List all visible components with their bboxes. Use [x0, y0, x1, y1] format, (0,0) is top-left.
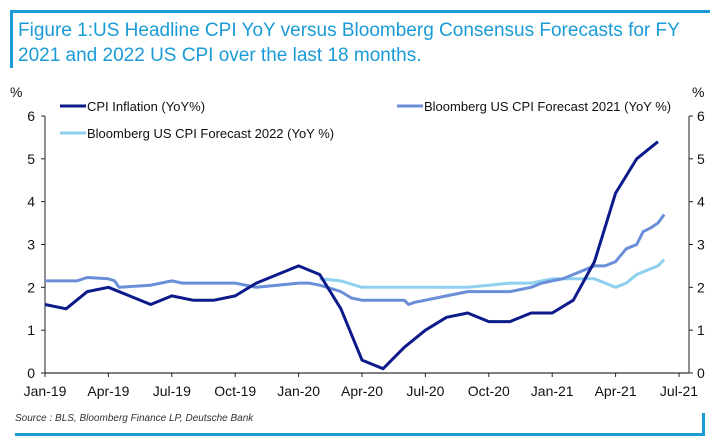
x-tick-label: Apr-21: [595, 383, 637, 399]
title-top-rule: [10, 10, 710, 13]
y-tick-label-right: 3: [697, 237, 705, 253]
x-tick-label: Apr-19: [87, 383, 129, 399]
title-left-rule: [10, 10, 13, 68]
x-tick-label: Oct-20: [468, 383, 510, 399]
legend-forecast-2022-label: Bloomberg US CPI Forecast 2022 (YoY %): [87, 126, 334, 141]
y-tick-label-left: 2: [27, 279, 35, 295]
y-tick-label-left: 0: [27, 365, 35, 381]
x-tick-label: Oct-19: [214, 383, 256, 399]
x-tick-label: Jan-19: [24, 383, 67, 399]
y-tick-label-right: 0: [697, 365, 705, 381]
y-tick-label-left: 5: [27, 151, 35, 167]
y-tick-label-right: 1: [697, 322, 705, 338]
y-axis-label-left: %: [10, 84, 22, 100]
legend-cpi-label: CPI Inflation (YoY%): [87, 99, 205, 114]
series-line-forecast-2021: [45, 213, 666, 306]
y-axis-label-right: %: [692, 84, 704, 100]
x-tick-label: Jan-21: [531, 383, 574, 399]
y-tick-label-left: 6: [27, 108, 35, 124]
x-tick-label: Jul-21: [660, 383, 698, 399]
footer-rule: [15, 433, 705, 436]
x-tick-label: Jul-19: [153, 383, 191, 399]
y-tick-label-right: 4: [697, 194, 705, 210]
series-line-forecast-2022: [319, 258, 666, 289]
x-tick-label: Apr-20: [341, 383, 383, 399]
y-tick-label-right: 2: [697, 279, 705, 295]
legend-forecast-2021-label: Bloomberg US CPI Forecast 2021 (YoY %): [424, 99, 671, 114]
source-note: Source : BLS, Bloomberg Finance LP, Deut…: [15, 413, 254, 424]
y-tick-label-right: 5: [697, 151, 705, 167]
y-tick-label-left: 3: [27, 237, 35, 253]
series-line-cpi: [44, 140, 659, 371]
x-tick-label: Jan-20: [277, 383, 320, 399]
footer-right-rule: [702, 413, 705, 436]
x-tick-label: Jul-20: [406, 383, 444, 399]
y-tick-label-left: 1: [27, 322, 35, 338]
y-tick-label-right: 6: [697, 108, 705, 124]
y-tick-label-left: 4: [27, 194, 35, 210]
figure-title: Figure 1:US Headline CPI YoY versus Bloo…: [18, 20, 680, 66]
